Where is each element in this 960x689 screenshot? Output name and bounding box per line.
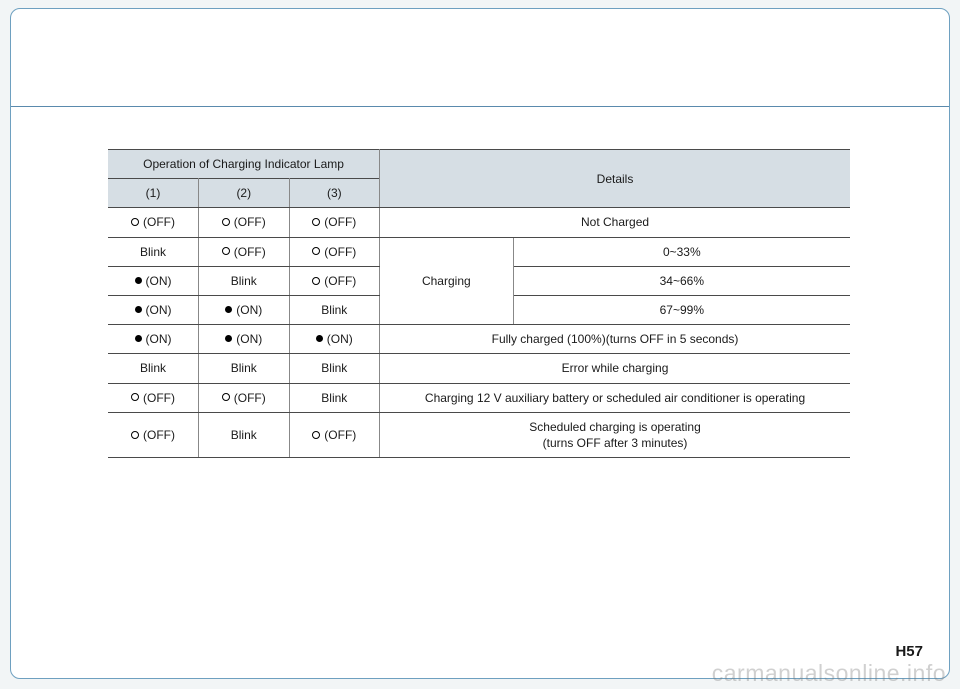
cell-r8-c3: (OFF) (289, 412, 380, 457)
header-rule (11, 106, 949, 107)
cell-r3-c2: Blink (199, 266, 290, 295)
cell-r4-c1: (ON) (108, 295, 199, 324)
cell-r1-c3: (OFF) (289, 208, 380, 237)
header-details: Details (380, 150, 850, 208)
off-icon (131, 218, 139, 226)
cell-charging-label: Charging (380, 237, 514, 325)
cell-r5-details: Fully charged (100%)(turns OFF in 5 seco… (380, 325, 850, 354)
cell-r2-details: 0~33% (513, 237, 850, 266)
off-icon (131, 431, 139, 439)
cell-r2-c1: Blink (108, 237, 199, 266)
cell-r8-details: Scheduled charging is operating (turns O… (380, 412, 850, 457)
cell-r8-c1: (OFF) (108, 412, 199, 457)
cell-r4-c3: Blink (289, 295, 380, 324)
cell-r1-details: Not Charged (380, 208, 850, 237)
cell-r4-c2: (ON) (199, 295, 290, 324)
off-icon (222, 393, 230, 401)
cell-r8-c2: Blink (199, 412, 290, 457)
off-icon (312, 277, 320, 285)
charging-indicator-table: Operation of Charging Indicator Lamp Det… (108, 149, 850, 458)
off-icon (312, 218, 320, 226)
page-frame: Operation of Charging Indicator Lamp Det… (10, 8, 950, 679)
watermark: carmanualsonline.info (712, 660, 946, 687)
page-number: H57 (895, 643, 923, 660)
table: Operation of Charging Indicator Lamp Det… (108, 149, 850, 458)
header-col1: (1) (108, 179, 199, 208)
off-icon (222, 247, 230, 255)
cell-r4-details: 67~99% (513, 295, 850, 324)
on-icon (225, 335, 232, 342)
off-icon (131, 393, 139, 401)
on-icon (135, 306, 142, 313)
header-operation: Operation of Charging Indicator Lamp (108, 150, 380, 179)
header-col3: (3) (289, 179, 380, 208)
cell-r5-c3: (ON) (289, 325, 380, 354)
cell-r1-c2: (OFF) (199, 208, 290, 237)
cell-r7-c3: Blink (289, 383, 380, 412)
cell-r1-c1: (OFF) (108, 208, 199, 237)
off-icon (312, 431, 320, 439)
cell-r6-c1: Blink (108, 354, 199, 383)
on-icon (225, 306, 232, 313)
cell-r2-c3: (OFF) (289, 237, 380, 266)
cell-r5-c1: (ON) (108, 325, 199, 354)
cell-r7-c1: (OFF) (108, 383, 199, 412)
cell-r3-details: 34~66% (513, 266, 850, 295)
cell-r7-details: Charging 12 V auxiliary battery or sched… (380, 383, 850, 412)
cell-r3-c1: (ON) (108, 266, 199, 295)
off-icon (312, 247, 320, 255)
cell-r6-c3: Blink (289, 354, 380, 383)
cell-r5-c2: (ON) (199, 325, 290, 354)
cell-r6-c2: Blink (199, 354, 290, 383)
cell-r3-c3: (OFF) (289, 266, 380, 295)
on-icon (135, 277, 142, 284)
cell-r7-c2: (OFF) (199, 383, 290, 412)
off-icon (222, 218, 230, 226)
on-icon (316, 335, 323, 342)
cell-r6-details: Error while charging (380, 354, 850, 383)
cell-r2-c2: (OFF) (199, 237, 290, 266)
on-icon (135, 335, 142, 342)
header-col2: (2) (199, 179, 290, 208)
